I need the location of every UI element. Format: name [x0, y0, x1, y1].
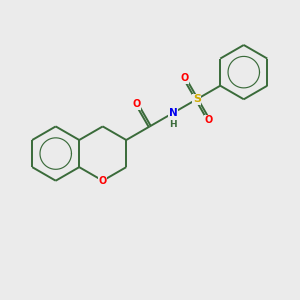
Text: O: O	[205, 116, 213, 125]
Text: S: S	[193, 94, 201, 104]
Text: O: O	[99, 176, 107, 186]
Text: N: N	[169, 108, 178, 118]
Text: O: O	[133, 99, 141, 109]
Text: H: H	[169, 120, 177, 129]
Text: O: O	[180, 73, 189, 83]
